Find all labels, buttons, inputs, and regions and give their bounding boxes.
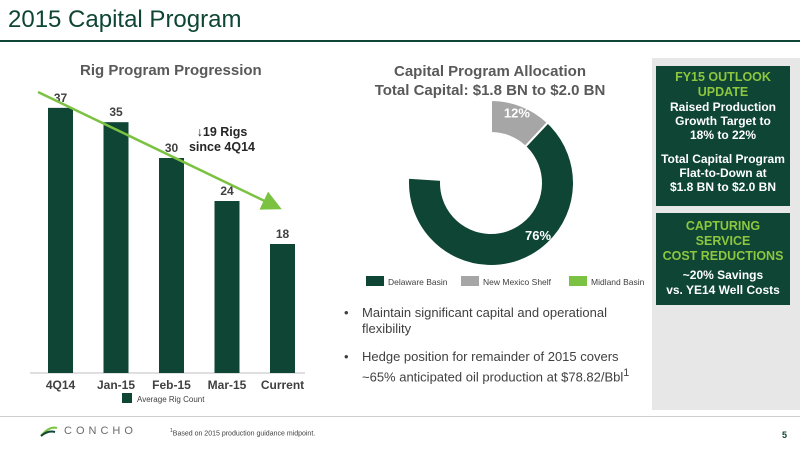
page-number: 5 <box>782 430 788 440</box>
donut-slice-label: 76% <box>525 228 551 243</box>
outlook-head2: UPDATE <box>697 85 749 99</box>
rig-annotation-line1: ↓19 Rigs <box>197 125 248 139</box>
donut-slice <box>407 98 575 267</box>
allocation-donut: 76%12%12% <box>407 98 575 267</box>
outlook-line6: $1.8 BN to $2.0 BN <box>669 180 777 194</box>
footer-divider <box>0 416 800 417</box>
legend-label: New Mexico Shelf <box>483 277 552 287</box>
rig-bar <box>214 201 240 373</box>
outlook-line5: Flat-to-Down at <box>679 166 767 180</box>
savings-head2: SERVICE <box>695 234 751 248</box>
footnote: 1Based on 2015 production guidance midpo… <box>170 428 316 438</box>
bullet-item: Hedge position for remainder of 2015 cov… <box>344 349 644 385</box>
outlook-box: FY15 OUTLOOK UPDATE Raised Production Gr… <box>656 66 790 206</box>
rig-bar <box>159 158 184 373</box>
bullet-list: Maintain significant capital and operati… <box>344 305 644 397</box>
donut-slice-label: 12% <box>504 105 530 120</box>
alloc-title-line2: Total Capital: $1.8 BN to $2.0 BN <box>374 82 606 99</box>
outlook-head1: FY15 OUTLOOK <box>675 70 771 84</box>
savings-line1: ~20% Savings <box>682 268 764 282</box>
trend-arrow <box>37 90 282 210</box>
outlook-line4: Total Capital Program <box>661 152 785 166</box>
savings-line2: vs. YE14 Well Costs <box>666 283 780 297</box>
rig-x-tick-label: 4Q14 <box>46 378 76 392</box>
rig-chart-title: Rig Program Progression <box>80 62 262 79</box>
legend-swatch <box>366 276 384 286</box>
rig-x-tick-label: Mar-15 <box>208 378 247 392</box>
rig-x-tick-label: Jan-15 <box>97 378 135 392</box>
legend-label: Midland Basin <box>591 277 645 287</box>
rig-bar-value-label: 30 <box>165 141 179 155</box>
rig-bar-value-label: 18 <box>276 227 290 241</box>
logo-text: CONCHO <box>64 425 137 437</box>
bullet-footnote-ref: 1 <box>623 367 630 379</box>
outlook-line3: 18% to 22% <box>689 128 757 142</box>
page-title: 2015 Capital Program <box>8 6 242 33</box>
rig-bar <box>270 244 295 373</box>
title-divider <box>0 40 800 42</box>
allocation-legend: Delaware Basin New Mexico Shelf Midland Ba… <box>366 276 645 287</box>
logo-mark-icon <box>40 426 58 437</box>
rig-bar <box>103 122 129 374</box>
rig-bar <box>48 107 73 373</box>
rig-x-tick-label: Current <box>261 378 304 392</box>
savings-box: CAPTURING SERVICE COST REDUCTIONS ~20% S… <box>656 213 790 305</box>
alloc-title-line1: Capital Program Allocation <box>394 63 586 80</box>
rig-legend-label: Average Rig Count <box>137 395 205 404</box>
rig-annotation-line2: since 4Q14 <box>189 140 255 154</box>
rig-bar-value-label: 35 <box>109 105 123 119</box>
bullet-item: Maintain significant capital and operati… <box>344 305 644 337</box>
legend-label: Delaware Basin <box>388 277 448 287</box>
savings-head1: CAPTURING <box>685 219 761 233</box>
company-logo: CONCHO <box>40 424 137 438</box>
rig-legend-swatch <box>122 393 132 403</box>
rig-bar-value-label: 24 <box>220 184 234 198</box>
alloc-chart-title: Capital Program Allocation Total Capital… <box>360 62 620 100</box>
rig-x-tick-label: Feb-15 <box>152 378 191 392</box>
outlook-line1: Raised Production <box>669 100 776 114</box>
legend-swatch <box>461 276 479 286</box>
savings-head3: COST REDUCTIONS <box>662 249 784 263</box>
legend-swatch <box>569 276 587 286</box>
donut-slice <box>490 98 550 148</box>
outlook-line2: Growth Target to <box>675 114 771 128</box>
